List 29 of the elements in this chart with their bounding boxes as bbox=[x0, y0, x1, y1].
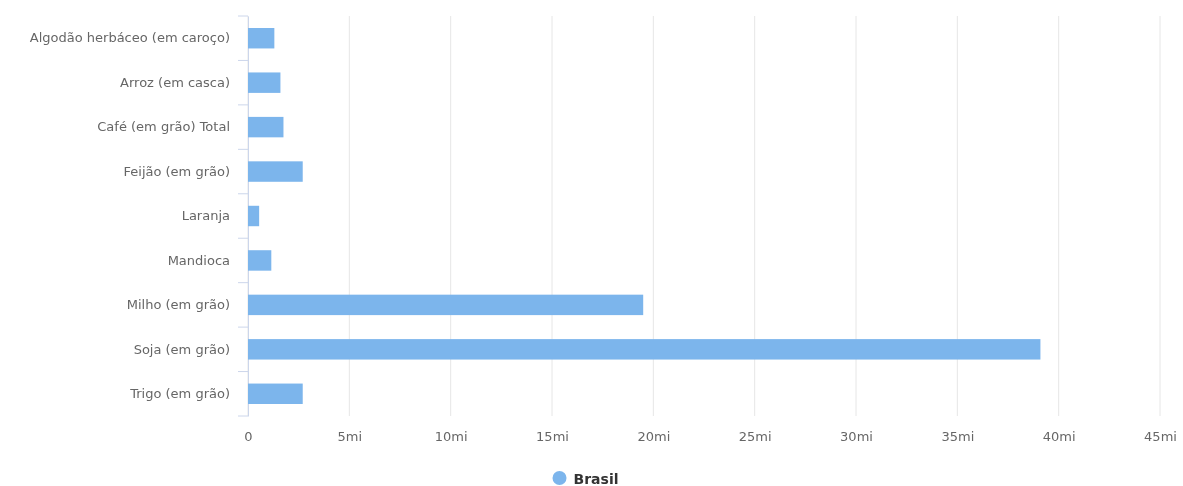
bar bbox=[248, 205, 260, 227]
bar bbox=[248, 28, 275, 49]
y-tick-label: Algodão herbáceo (em caroço) bbox=[29, 30, 230, 46]
bar bbox=[248, 116, 284, 138]
y-tick-label: Arroz (em casca) bbox=[120, 74, 230, 90]
bar bbox=[248, 72, 281, 93]
y-tick-label: Mandioca bbox=[167, 252, 230, 268]
y-tick-label: Soja (em grão) bbox=[133, 341, 230, 357]
bar bbox=[248, 294, 644, 316]
x-tick-label: 30mi bbox=[840, 429, 873, 445]
y-tick-label: Café (em grão) Total bbox=[97, 119, 230, 135]
x-tick-label: 15mi bbox=[536, 429, 569, 445]
y-tick-label: Trigo (em grão) bbox=[129, 385, 230, 401]
x-tick-label: 45mi bbox=[1144, 429, 1177, 445]
y-tick-label: Milho (em grão) bbox=[126, 297, 230, 313]
x-tick-label: 25mi bbox=[738, 429, 772, 445]
x-tick-label: 10mi bbox=[434, 429, 468, 445]
bar bbox=[248, 250, 272, 271]
y-tick-label: Feijão (em grão) bbox=[123, 163, 230, 179]
x-tick-label: 35mi bbox=[941, 429, 975, 445]
x-tick-label: 20mi bbox=[637, 429, 671, 445]
legend-label: Brasil bbox=[573, 471, 619, 486]
x-tick-label: 5mi bbox=[337, 429, 363, 445]
bar bbox=[248, 383, 303, 404]
y-tick-label: Laranja bbox=[181, 208, 230, 224]
x-tick-label: 40mi bbox=[1042, 429, 1076, 445]
bar bbox=[248, 161, 303, 182]
x-tick-label: 0 bbox=[244, 429, 253, 445]
bar bbox=[248, 339, 1041, 360]
